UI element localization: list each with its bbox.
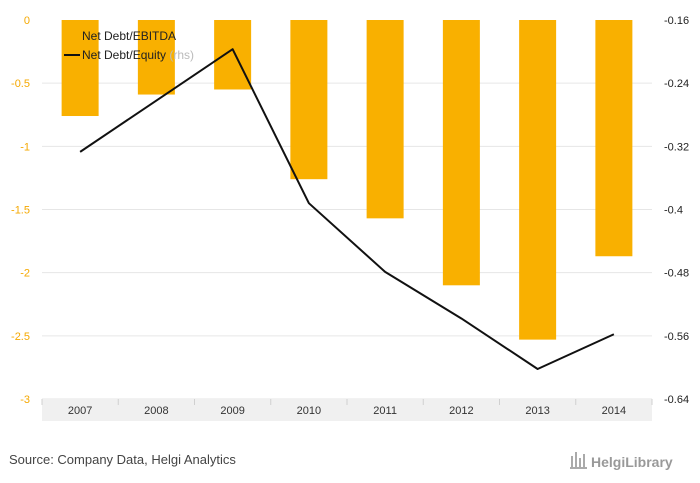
y-left-tick: -1.5 [11, 205, 30, 217]
brand-name: HelgiLibrary [591, 454, 673, 470]
x-tick-2012: 2012 [449, 405, 473, 417]
bar-2014[interactable] [595, 20, 633, 257]
source-note: Source: Company Data, Helgi Analytics [9, 452, 236, 467]
y-left-ticks: 0 -0.5 -1 -1.5 -2 -2.5 -3 [11, 15, 30, 406]
y-left-tick: -2.5 [11, 331, 30, 343]
bar-2008[interactable] [137, 20, 175, 95]
bar-2011[interactable] [366, 20, 404, 219]
y-right-tick: -0.48 [664, 268, 689, 280]
line-series [77, 46, 617, 372]
x-tick-2007: 2007 [68, 405, 92, 417]
y-left-tick: -3 [20, 394, 30, 406]
legend-label-line-suffix: (rhs) [169, 48, 194, 62]
legend-label-bar: Net Debt/EBITDA [82, 29, 176, 43]
y-left-tick: -0.5 [11, 78, 30, 90]
line-point-2010[interactable] [306, 200, 312, 206]
x-axis-dividers [41, 399, 653, 405]
line-path[interactable] [79, 48, 615, 370]
bar-2010[interactable] [290, 20, 328, 180]
line-point-2009[interactable] [230, 46, 236, 52]
y-left-tick: -2 [20, 268, 30, 280]
line-point-2007[interactable] [77, 149, 83, 155]
legend-label-line: Net Debt/Equity (rhs) [82, 48, 194, 62]
y-right-tick: -0.64 [664, 394, 689, 406]
x-tick-2013: 2013 [525, 405, 549, 417]
x-axis-ticks: 2007 2008 2009 2010 2011 2012 2013 2014 [68, 405, 626, 417]
x-tick-2008: 2008 [144, 405, 168, 417]
brand-logo: HelgiLibrary [570, 452, 673, 470]
x-tick-2011: 2011 [373, 405, 397, 417]
y-right-tick: -0.56 [664, 331, 689, 343]
gridlines [42, 82, 652, 400]
x-tick-2014: 2014 [602, 405, 626, 417]
x-tick-2009: 2009 [220, 405, 244, 417]
bar-2009[interactable] [214, 20, 252, 90]
y-right-tick: -0.24 [664, 78, 689, 90]
legend[interactable]: Net Debt/EBITDA Net Debt/Equity (rhs) [64, 29, 194, 62]
legend-swatch-bar [68, 30, 78, 40]
y-right-tick: -0.16 [664, 15, 689, 27]
brand-icon [570, 452, 587, 469]
line-point-2014[interactable] [611, 331, 617, 337]
line-point-2013[interactable] [535, 366, 541, 372]
bar-2007[interactable] [61, 20, 99, 117]
y-right-tick: -0.4 [664, 205, 683, 217]
x-tick-2010: 2010 [297, 405, 321, 417]
legend-label-line-name: Net Debt/Equity [82, 48, 166, 62]
line-point-2008[interactable] [153, 98, 159, 104]
y-right-ticks: -0.16 -0.24 -0.32 -0.4 -0.48 -0.56 -0.64 [664, 15, 689, 406]
bar-2013[interactable] [519, 20, 557, 340]
y-right-tick: -0.32 [664, 141, 689, 153]
y-left-tick: -1 [20, 141, 30, 153]
bar-series [61, 20, 633, 340]
bar-2012[interactable] [442, 20, 480, 286]
y-left-tick: 0 [24, 15, 30, 27]
line-point-2012[interactable] [458, 315, 464, 321]
line-point-2011[interactable] [382, 269, 388, 275]
